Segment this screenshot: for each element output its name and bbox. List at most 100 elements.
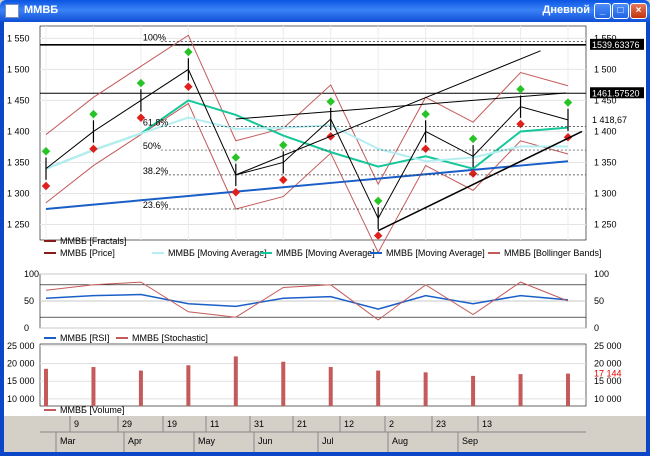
volume-bar: [186, 365, 191, 406]
oscillator-tick-label: 100: [594, 269, 609, 279]
fractal-down-marker: [279, 175, 288, 185]
fractal-up-marker: [41, 147, 51, 156]
legend-label: ММВБ [Stochastic]: [132, 333, 208, 343]
volume-tick-label-left: 25 000: [7, 341, 35, 351]
fibonacci-label: 100%: [143, 33, 166, 43]
fractal-up-marker: [136, 78, 146, 88]
volume-tick-label: 25 000: [594, 341, 622, 351]
time-day-label: 23: [436, 419, 446, 429]
volume-tick-label: 15 000: [594, 376, 622, 386]
fibonacci-label: 61.8%: [143, 117, 169, 127]
chart-area: 1 550 1 550 1 500 1 500 1 450 1 450 1 400 1 400…: [4, 22, 646, 452]
legend-label: ММВБ [Volume]: [60, 405, 124, 415]
volume-bar: [281, 361, 286, 406]
price-tick-label: 1 500: [594, 64, 617, 74]
price-tick-label: 1 250: [594, 219, 617, 229]
price-tag-box: [590, 38, 644, 50]
minimize-button[interactable]: _: [594, 3, 611, 19]
time-month-label: Aug: [392, 436, 408, 446]
app-icon: [5, 4, 19, 18]
time-day-label: 13: [482, 419, 492, 429]
time-day-label: 9: [74, 419, 79, 429]
volume-bar: [233, 356, 238, 406]
price-tick-label: 1 400: [594, 126, 617, 136]
volume-bar: [91, 367, 96, 406]
volume-bar: [566, 373, 570, 406]
price-tick-label-left: 1 250: [7, 219, 30, 229]
fractal-up-marker: [89, 109, 98, 119]
maximize-button[interactable]: □: [612, 3, 629, 19]
volume-bar: [44, 368, 48, 406]
fractal-down-marker: [41, 181, 51, 191]
trend-line: [235, 50, 541, 176]
price-tick-label-left: 1 300: [7, 188, 30, 198]
time-month-label: Apr: [128, 436, 142, 446]
volume-last-value: 17 144: [594, 369, 622, 379]
oscillator-tick-label-left: 50: [24, 296, 34, 306]
price-panel-frame: [39, 25, 587, 241]
fractal-up-marker: [279, 140, 288, 150]
volume-tick-label: 20 000: [594, 358, 622, 368]
price-tick-label: 1 450: [594, 95, 617, 105]
moving-average-green-line: [45, 99, 569, 170]
time-month-label: Mar: [60, 436, 76, 446]
fractal-down-marker: [231, 187, 241, 197]
volume-tick-label-left: 10 000: [7, 394, 35, 404]
bollinger-upper-line: [45, 34, 569, 186]
volume-bar: [518, 374, 523, 406]
fractal-up-marker: [563, 98, 573, 107]
price-tick-label-left: 1 400: [7, 126, 30, 136]
price-tick-label: 1 300: [594, 188, 617, 198]
time-month-label: Jun: [258, 436, 273, 446]
oscillator-tick-label-left: 0: [24, 323, 29, 333]
fibonacci-label: 38.2%: [143, 166, 169, 176]
price-tick-label: 1 550: [594, 33, 617, 43]
fractal-up-marker: [184, 47, 193, 57]
fractal-up-marker: [516, 85, 525, 94]
time-day-label: 2: [389, 419, 394, 429]
fractal-down-marker: [468, 169, 478, 178]
price-tag-label: 1461.57520: [592, 88, 640, 98]
volume-tick-label: 10 000: [594, 394, 622, 404]
legend-label: ММВБ [Moving Average]: [276, 248, 375, 258]
volume-bar: [376, 370, 381, 406]
price-tag-label: 1539.63376: [592, 40, 640, 50]
window-frame: 1 550 1 550 1 500 1 500 1 450 1 450 1 400 1 400…: [0, 22, 650, 456]
price-tick-label-left: 1 550: [7, 33, 30, 43]
oscillator-tick-label: 50: [594, 296, 604, 306]
fractal-up-marker: [468, 134, 478, 144]
legend-label: ММВБ [Moving Average]: [168, 248, 267, 258]
fractal-up-marker: [231, 153, 241, 162]
chart-svg[interactable]: 1 550 1 550 1 500 1 500 1 450 1 450 1 400 1 400…: [4, 22, 646, 452]
time-day-label: 31: [254, 419, 264, 429]
price-tick-label-left: 1 350: [7, 157, 30, 167]
volume-tick-label-left: 15 000: [7, 376, 35, 386]
volume-bar: [328, 367, 333, 406]
fractal-down-marker: [89, 144, 98, 154]
volume-bar: [423, 372, 428, 406]
time-day-label: 12: [344, 419, 354, 429]
window-titlebar[interactable]: ММВБ Дневной _ □ ×: [0, 0, 650, 22]
oscillator-tick-label: 0: [594, 323, 599, 333]
fractal-down-marker: [421, 144, 430, 154]
fractal-down-marker: [516, 119, 525, 129]
interval-label: Дневной: [542, 4, 591, 16]
oscillator-series-line: [45, 281, 569, 321]
fractal-down-marker: [184, 82, 193, 92]
window-title: ММВБ: [24, 4, 59, 16]
oscillator-series-line: [45, 293, 569, 310]
time-month-label: Jul: [322, 436, 334, 446]
time-axis-bg: [4, 416, 646, 452]
price-tick-label-left: 1 500: [7, 64, 30, 74]
moving-average-light-line: [45, 116, 569, 170]
bollinger-lower-line: [45, 102, 569, 254]
price-tag-label: 1 418,67: [592, 115, 627, 125]
time-month-label: May: [198, 436, 216, 446]
fibonacci-label: 50%: [143, 141, 161, 151]
fractal-up-marker: [373, 196, 383, 206]
moving-average-blue-line: [45, 160, 569, 210]
fractal-down-marker: [373, 231, 383, 240]
price-tick-label-left: 1 450: [7, 95, 30, 105]
volume-bar: [471, 375, 476, 406]
close-button[interactable]: ×: [630, 3, 647, 19]
